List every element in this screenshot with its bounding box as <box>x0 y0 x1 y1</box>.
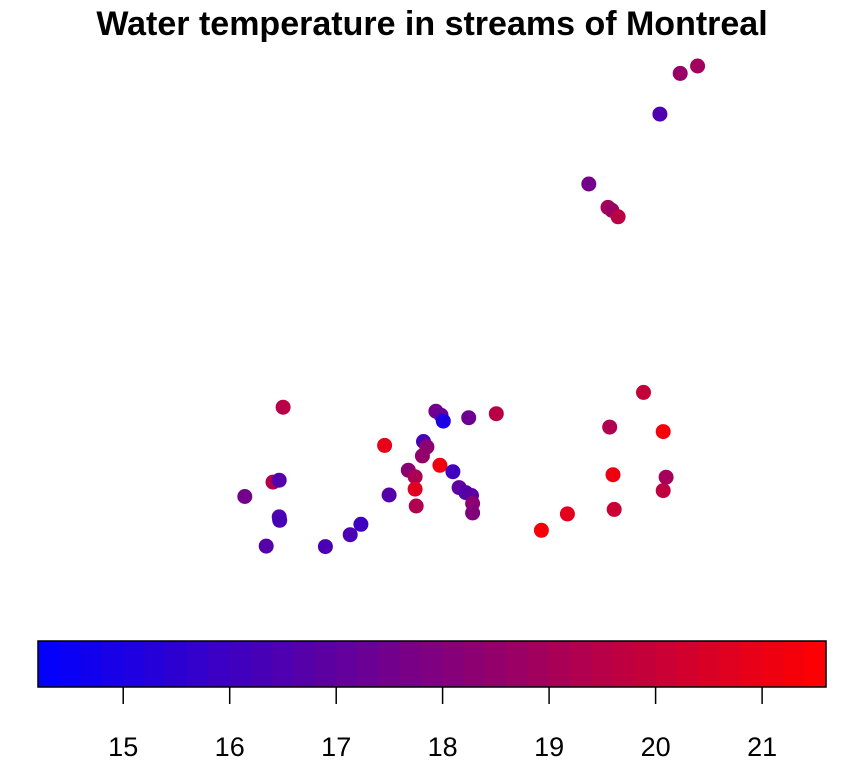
colorbar-cell <box>378 641 401 687</box>
data-point <box>407 469 423 485</box>
colorbar-cell <box>38 641 60 687</box>
colorbar-cell <box>804 641 827 687</box>
colorbar-cell <box>655 641 678 687</box>
colorbar-cell <box>229 641 252 687</box>
data-point <box>275 399 291 415</box>
colorbar-gradient <box>38 641 827 687</box>
colorbar-cell <box>506 641 529 687</box>
colorbar-cell <box>698 641 721 687</box>
colorbar-cell <box>762 641 785 687</box>
colorbar-cell <box>634 641 657 687</box>
data-point <box>353 516 369 532</box>
colorbar-frame <box>37 640 827 688</box>
data-point <box>690 58 706 74</box>
colorbar-tick-label: 17 <box>321 732 351 762</box>
colorbar-cell <box>549 641 572 687</box>
data-point <box>606 501 622 517</box>
data-point <box>672 65 688 81</box>
chart-title: Water temperature in streams of Montreal <box>96 5 768 43</box>
data-point <box>435 413 451 429</box>
colorbar-tick-label: 21 <box>747 732 777 762</box>
colorbar-cell <box>613 641 635 687</box>
data-point <box>602 419 618 435</box>
data-point <box>461 410 477 426</box>
data-point <box>488 406 504 422</box>
colorbar-cell <box>570 641 593 687</box>
colorbar-cell <box>123 641 146 687</box>
points-layer <box>237 58 706 555</box>
data-point <box>258 538 274 554</box>
data-point <box>342 527 358 543</box>
colorbar-tick-label: 16 <box>215 732 245 762</box>
colorbar-cell <box>272 641 295 687</box>
colorbar: 15 16 17 18 19 20 21 <box>37 640 827 762</box>
colorbar-cell <box>250 641 273 687</box>
data-point <box>445 464 461 480</box>
data-point <box>581 176 597 192</box>
colorbar-cell <box>527 641 550 687</box>
data-point <box>605 467 621 483</box>
colorbar-cell <box>59 641 82 687</box>
data-point <box>407 481 423 497</box>
data-point <box>652 106 668 122</box>
data-point <box>533 522 549 538</box>
data-point <box>381 487 397 503</box>
data-point <box>271 472 287 488</box>
colorbar-cell <box>591 641 614 687</box>
colorbar-cell <box>144 641 167 687</box>
data-point <box>610 209 626 225</box>
colorbar-tick-label: 19 <box>534 732 564 762</box>
colorbar-tick-label: 18 <box>428 732 458 762</box>
colorbar-cell <box>101 641 124 687</box>
data-point <box>465 505 481 521</box>
colorbar-cell <box>740 641 763 687</box>
colorbar-cell <box>314 641 337 687</box>
data-point <box>559 506 575 522</box>
colorbar-cell <box>208 641 231 687</box>
colorbar-cell <box>187 641 209 687</box>
colorbar-cell <box>421 641 444 687</box>
colorbar-cell <box>336 641 359 687</box>
colorbar-cell <box>783 641 806 687</box>
colorbar-cell <box>719 641 742 687</box>
colorbar-cell <box>80 641 103 687</box>
data-point <box>237 489 253 504</box>
colorbar-ticks: 15 16 17 18 19 20 21 <box>108 687 777 762</box>
data-point <box>317 539 333 555</box>
colorbar-cell <box>676 641 699 687</box>
colorbar-tick-label: 20 <box>641 732 671 762</box>
colorbar-cell <box>293 641 316 687</box>
data-point <box>655 483 671 499</box>
data-point <box>377 437 393 453</box>
colorbar-tick-label: 15 <box>108 732 138 762</box>
colorbar-cell <box>400 641 422 687</box>
data-point <box>272 512 288 528</box>
data-point <box>636 384 651 400</box>
data-point <box>414 448 430 464</box>
data-point <box>408 498 424 514</box>
colorbar-cell <box>442 641 465 687</box>
colorbar-cell <box>463 641 486 687</box>
colorbar-cell <box>485 641 508 687</box>
colorbar-cell <box>165 641 188 687</box>
colorbar-cell <box>357 641 380 687</box>
data-point <box>432 457 448 473</box>
data-point <box>658 469 674 485</box>
data-point <box>655 424 671 440</box>
